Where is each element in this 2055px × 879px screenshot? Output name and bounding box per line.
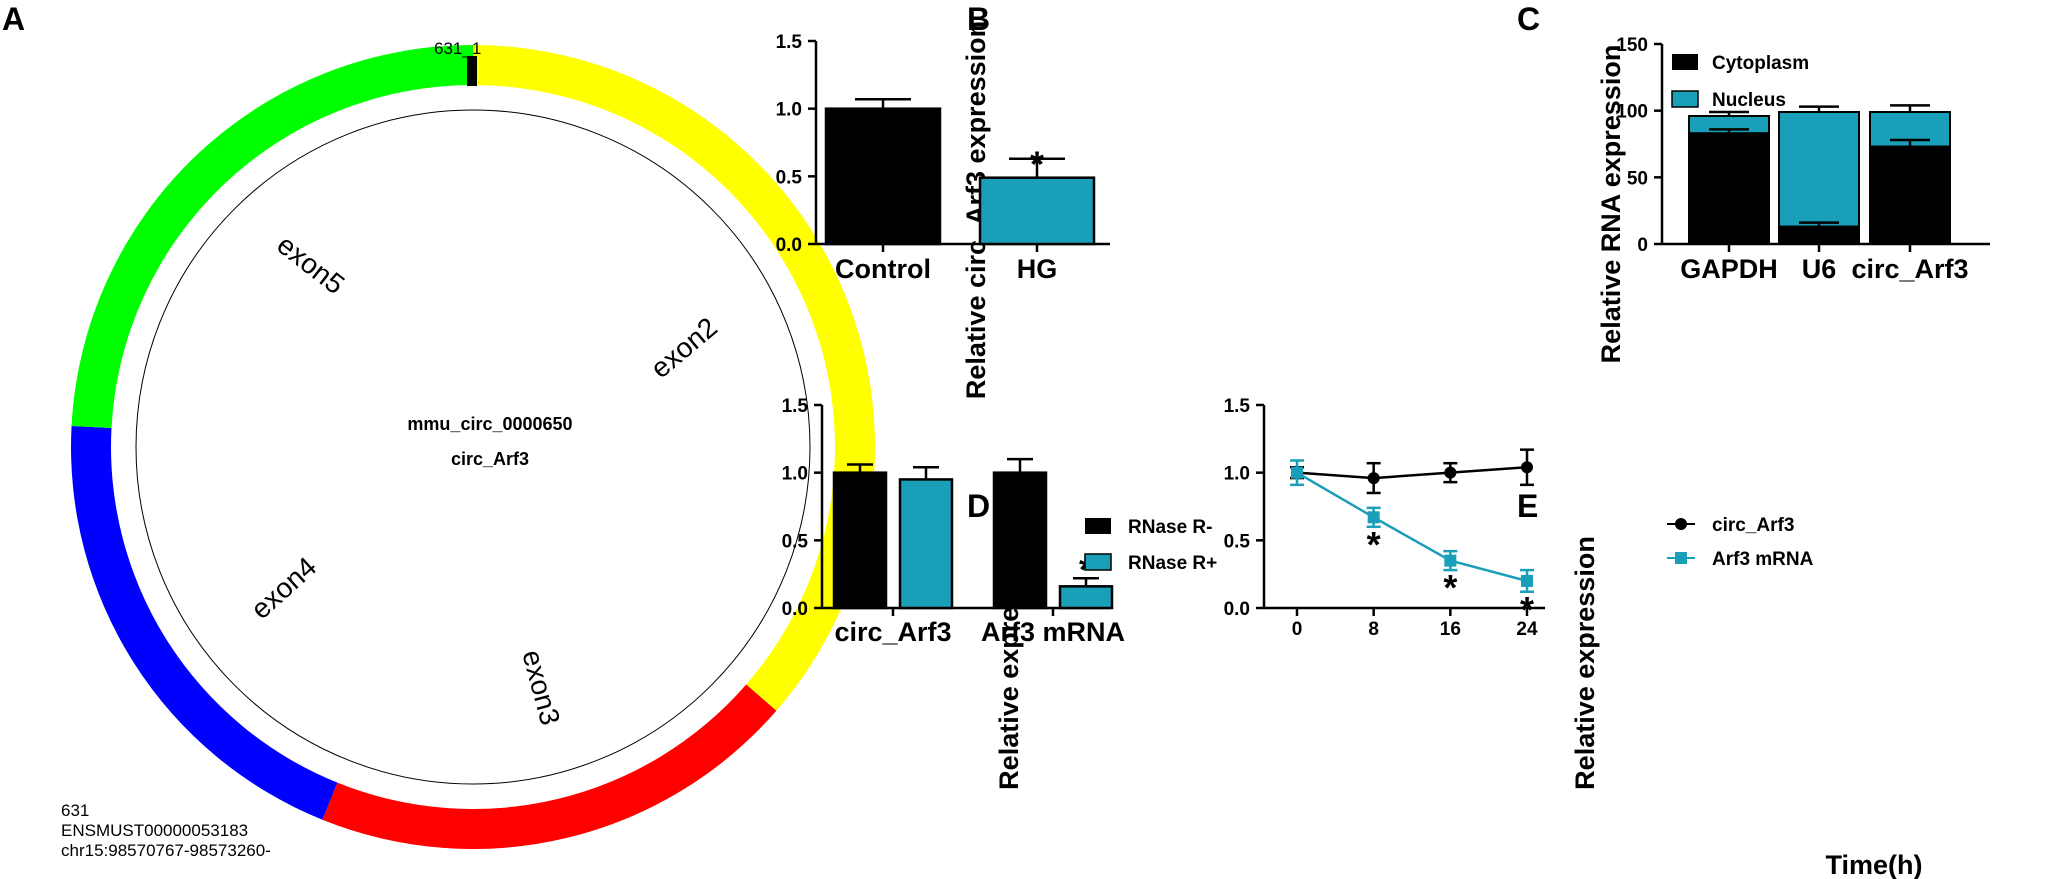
chart-b-y-tick-label: 1.5 bbox=[776, 32, 803, 53]
legend-label-cytoplasm: Cytoplasm bbox=[1712, 53, 1809, 74]
chart-d-bar bbox=[992, 471, 1048, 610]
chart-b-significance: * bbox=[1030, 144, 1044, 185]
chart-d-bar bbox=[898, 478, 954, 610]
chart-e-significance: * bbox=[1367, 524, 1381, 565]
chart-e-point bbox=[1444, 466, 1457, 479]
panel-label-b: B bbox=[967, 1, 990, 37]
legend-label-rnase-minus: RNase R- bbox=[1128, 517, 1212, 538]
chart-d-y-tick-label: 0.5 bbox=[782, 531, 809, 552]
chart-c-bar-nucleus bbox=[1778, 111, 1860, 228]
legend-swatch-cytoplasm bbox=[1672, 54, 1698, 70]
legend-swatch-rnase-minus bbox=[1085, 518, 1111, 534]
exon5-arc bbox=[71, 45, 473, 429]
chart-e: Relative expression Time(h) 0.0 0.5 1.0 1.5… bbox=[1224, 396, 1923, 879]
chart-e-x-tick-label: 8 bbox=[1368, 619, 1379, 640]
chart-b-bar bbox=[824, 107, 942, 246]
legend-marker-circ bbox=[1675, 518, 1687, 530]
chart-c-category-label: GAPDH bbox=[1680, 254, 1778, 284]
legend-marker-mrna bbox=[1675, 552, 1687, 564]
chart-e-point bbox=[1521, 461, 1533, 474]
chart-b-y-tick-label: 1.0 bbox=[776, 100, 802, 121]
exon4-arc bbox=[70, 425, 338, 820]
panel-label-d: D bbox=[967, 488, 990, 524]
locus-label: chr15:98570767-98573260- bbox=[61, 841, 271, 860]
legend-swatch-rnase-plus bbox=[1084, 553, 1112, 571]
exon4-label: exon4 bbox=[245, 551, 322, 625]
legend-label-mrna: Arf3 mRNA bbox=[1712, 549, 1814, 570]
chart-c-y-tick-label: 50 bbox=[1627, 168, 1648, 189]
panel-label-e: E bbox=[1517, 488, 1538, 524]
chart-b-y-tick-label: 0.5 bbox=[776, 167, 803, 188]
panel-label-a: A bbox=[2, 1, 25, 37]
exon2-arc bbox=[473, 45, 875, 711]
ring-outline bbox=[135, 109, 811, 785]
chart-e-point bbox=[1291, 466, 1303, 479]
junction-marker bbox=[467, 56, 477, 86]
legend-swatch-nucleus bbox=[1671, 90, 1699, 108]
chart-e-ylabel: Relative expression bbox=[1570, 536, 1600, 790]
chart-e-x-tick-label: 16 bbox=[1440, 619, 1461, 640]
chart-c-ylabel: Relative RNA expression bbox=[1596, 45, 1626, 364]
exon3-arc bbox=[322, 684, 777, 849]
transcript-label: ENSMUST00000053183 bbox=[61, 821, 248, 840]
chart-d-y-tick-label: 1.5 bbox=[782, 396, 809, 417]
chart-e-point bbox=[1367, 511, 1380, 524]
chart-e-series-line bbox=[1296, 466, 1528, 480]
chart-b-category-label: HG bbox=[1017, 254, 1058, 284]
chart-c-category-label: U6 bbox=[1802, 254, 1837, 284]
exon2-label: exon2 bbox=[645, 311, 723, 384]
chart-e-x-tick-label: 0 bbox=[1292, 619, 1303, 640]
legend-label-rnase-plus: RNase R+ bbox=[1128, 553, 1217, 574]
chart-d-y-tick-label: 1.0 bbox=[782, 464, 808, 485]
length-label: 631 bbox=[61, 801, 89, 820]
chart-e-y-tick-label: 1.0 bbox=[1224, 464, 1250, 485]
chart-b: Relative circ_Arf3 expression 0.00.51.01… bbox=[776, 21, 1110, 399]
legend-label-circ: circ_Arf3 bbox=[1712, 515, 1794, 536]
chart-c-y-tick-label: 0 bbox=[1637, 235, 1648, 256]
legend-label-nucleus: Nucleus bbox=[1712, 90, 1786, 111]
chart-e-point bbox=[1444, 554, 1457, 567]
circ-name-label: circ_Arf3 bbox=[451, 449, 529, 469]
exon3-label: exon3 bbox=[516, 647, 566, 729]
chart-e-y-tick-label: 0.5 bbox=[1224, 531, 1251, 552]
chart-d-category-label: Arf3 mRNA bbox=[981, 617, 1125, 647]
chart-e-significance: * bbox=[1520, 589, 1534, 630]
chart-c-category-label: circ_Arf3 bbox=[1851, 254, 1968, 284]
chart-e-x-tick-label: 24 bbox=[1516, 619, 1538, 640]
circ-rna-map: 631_1 exon5 exon2 exon4 exon3 mmu_circ_0… bbox=[61, 39, 875, 860]
chart-d-category-label: circ_Arf3 bbox=[834, 617, 951, 647]
chart-d-y-tick-label: 0.0 bbox=[782, 599, 808, 620]
chart-d-bar bbox=[832, 471, 888, 610]
chart-c-bar-cytoplasm bbox=[1778, 225, 1860, 246]
chart-e-significance: * bbox=[1443, 567, 1457, 608]
chart-c-y-tick-label: 150 bbox=[1616, 35, 1648, 56]
chart-b-bar bbox=[978, 176, 1096, 246]
exon5-label: exon5 bbox=[271, 229, 350, 300]
chart-c: Relative RNA expression 0 50 100 150 GAPDH U6… bbox=[1596, 35, 1990, 363]
chart-c-y-tick-label: 100 bbox=[1616, 102, 1648, 123]
chart-e-y-tick-label: 1.5 bbox=[1224, 396, 1251, 417]
chart-e-point bbox=[1367, 472, 1380, 485]
panel-label-c: C bbox=[1517, 1, 1540, 37]
chart-b-category-label: Control bbox=[835, 254, 931, 284]
chart-c-bar-cytoplasm bbox=[1688, 132, 1770, 245]
chart-e-y-tick-label: 0.0 bbox=[1224, 599, 1250, 620]
chart-c-bar-cytoplasm bbox=[1869, 145, 1951, 246]
chart-b-y-tick-label: 0.0 bbox=[776, 235, 802, 256]
chart-e-series-line bbox=[1296, 471, 1528, 583]
chart-e-point bbox=[1521, 574, 1533, 587]
chart-d: Relative expression 0.00.51.01.5circ_Arf… bbox=[782, 396, 1218, 790]
marker-label: 631_1 bbox=[434, 39, 481, 58]
circ-id-label: mmu_circ_0000650 bbox=[407, 414, 572, 434]
chart-e-xlabel: Time(h) bbox=[1825, 850, 1922, 879]
